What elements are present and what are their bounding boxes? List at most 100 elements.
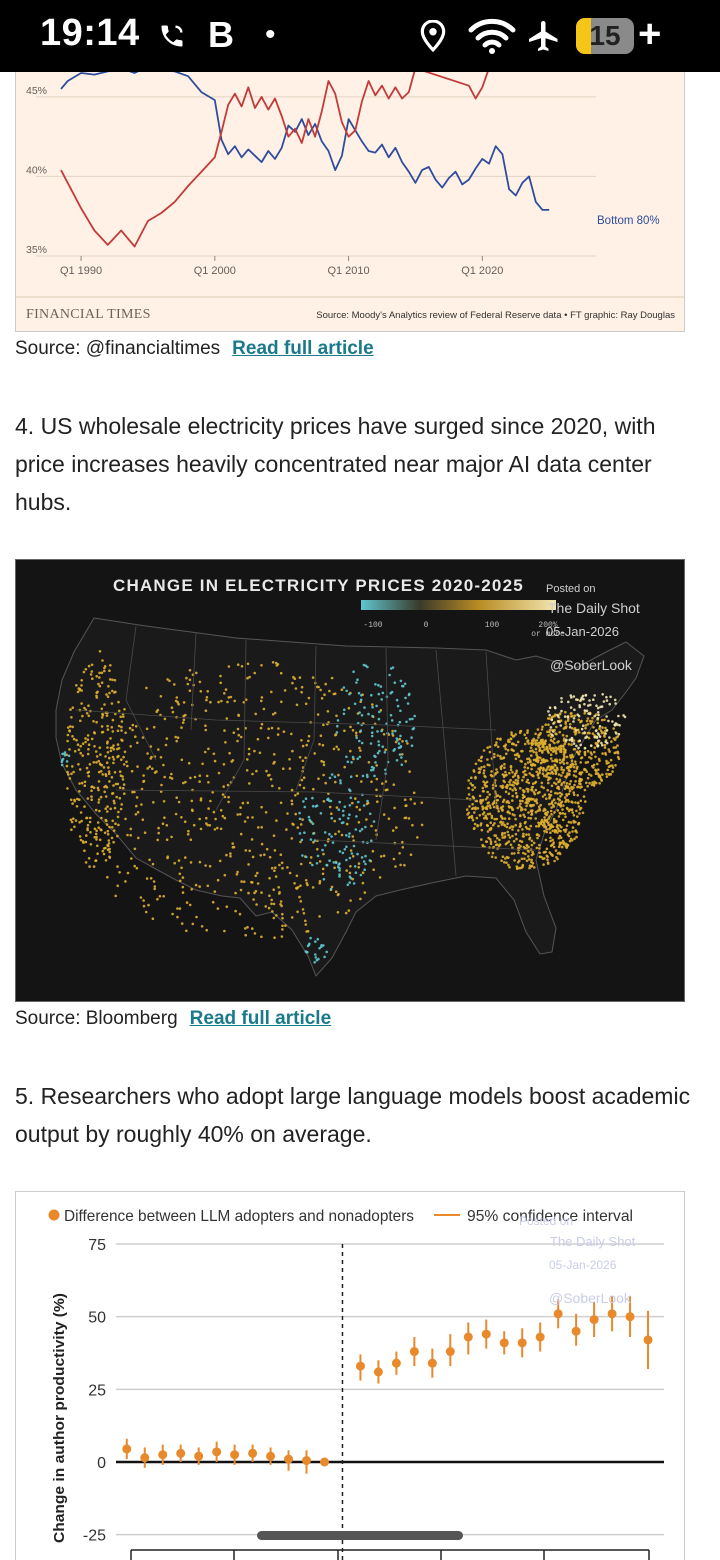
price-dot: [78, 688, 82, 692]
price-dot: [568, 831, 571, 834]
price-dot: [588, 781, 591, 785]
price-dot: [511, 789, 514, 792]
price-dot: [525, 773, 528, 777]
price-dot: [565, 725, 568, 728]
price-dot: [107, 842, 111, 845]
price-dot: [234, 909, 237, 913]
y-tick-label: 50: [88, 1310, 106, 1327]
price-dot: [113, 806, 117, 810]
price-dot: [218, 859, 222, 863]
price-dot: [214, 817, 217, 821]
price-dot: [97, 826, 100, 829]
price-dot: [405, 739, 408, 743]
price-dot: [71, 706, 75, 709]
price-dot: [279, 801, 283, 805]
price-dot: [176, 915, 179, 919]
price-dot: [554, 772, 558, 776]
price-dot: [530, 754, 533, 757]
price-dot: [171, 710, 175, 714]
price-dot: [547, 772, 550, 775]
price-dot: [247, 752, 251, 756]
us-map: CHANGE IN ELECTRICITY PRICES 2020-2025 -…: [55, 576, 645, 977]
price-dot: [517, 851, 520, 855]
price-dot: [151, 862, 155, 866]
price-dot: [514, 788, 518, 792]
price-dot: [595, 735, 599, 739]
price-dot: [204, 864, 207, 867]
price-dot: [540, 785, 543, 788]
price-dot: [372, 766, 376, 770]
price-dot: [567, 742, 571, 746]
price-dot: [270, 726, 274, 730]
price-dot: [616, 755, 620, 759]
price-dot: [236, 727, 240, 731]
series-line-top-20-: [60, 72, 489, 248]
price-dot: [260, 842, 264, 846]
price-dot: [611, 720, 614, 723]
price-dot: [589, 703, 592, 707]
price-dot: [525, 780, 528, 784]
price-dot: [555, 856, 558, 859]
read-full-article-link[interactable]: Read full article: [189, 1008, 332, 1029]
price-dot: [587, 712, 590, 715]
price-dot: [371, 703, 374, 706]
price-dot: [152, 880, 156, 883]
price-dot: [260, 826, 263, 829]
price-dot: [403, 798, 407, 801]
item-4-text: 4. US wholesale electricity prices have …: [15, 413, 656, 515]
price-dot: [555, 766, 559, 770]
price-dot: [272, 916, 276, 920]
price-dot: [552, 821, 556, 824]
price-dot: [88, 763, 92, 766]
price-dot: [112, 761, 115, 765]
price-dot: [363, 868, 367, 871]
price-dot: [227, 696, 231, 699]
price-dot: [290, 837, 294, 840]
price-dot: [89, 831, 92, 834]
price-dot: [516, 740, 520, 744]
price-dot: [174, 735, 177, 739]
price-dot: [313, 752, 317, 755]
price-dot: [561, 818, 565, 822]
read-full-article-link[interactable]: Read full article: [232, 338, 374, 359]
price-dot: [592, 763, 596, 767]
price-dot: [578, 704, 581, 707]
price-dot: [548, 706, 552, 709]
price-dot: [613, 738, 617, 742]
price-dot: [260, 664, 263, 667]
price-dot: [119, 807, 123, 811]
price-dot: [103, 790, 106, 794]
price-dot: [104, 795, 108, 798]
price-dot: [574, 775, 578, 778]
price-dot: [94, 750, 98, 753]
price-dot: [279, 900, 283, 903]
price-dot: [122, 715, 125, 718]
price-dot: [548, 768, 551, 771]
price-dot: [490, 814, 494, 818]
price-dot: [496, 836, 499, 840]
price-dot: [529, 803, 532, 807]
data-point: [230, 1450, 240, 1460]
price-dot: [557, 802, 560, 806]
price-dot: [153, 885, 157, 888]
price-dot: [547, 823, 551, 826]
price-dot: [555, 758, 558, 761]
price-dot: [156, 897, 159, 901]
price-dot: [208, 824, 212, 827]
price-dot: [587, 736, 591, 740]
price-dot: [381, 691, 385, 695]
price-dot: [131, 790, 134, 794]
price-dot: [548, 747, 551, 750]
price-dot: [517, 843, 521, 847]
price-dot: [267, 727, 270, 731]
price-dot: [104, 807, 107, 810]
price-dot: [609, 758, 613, 762]
price-dot: [340, 688, 344, 691]
price-dot: [117, 724, 121, 728]
price-dot: [137, 836, 140, 840]
price-dot: [223, 795, 227, 799]
price-dot: [362, 860, 366, 863]
price-dot: [355, 805, 359, 809]
scrollbar-thumb[interactable]: [257, 1531, 463, 1540]
price-dot: [578, 812, 581, 815]
